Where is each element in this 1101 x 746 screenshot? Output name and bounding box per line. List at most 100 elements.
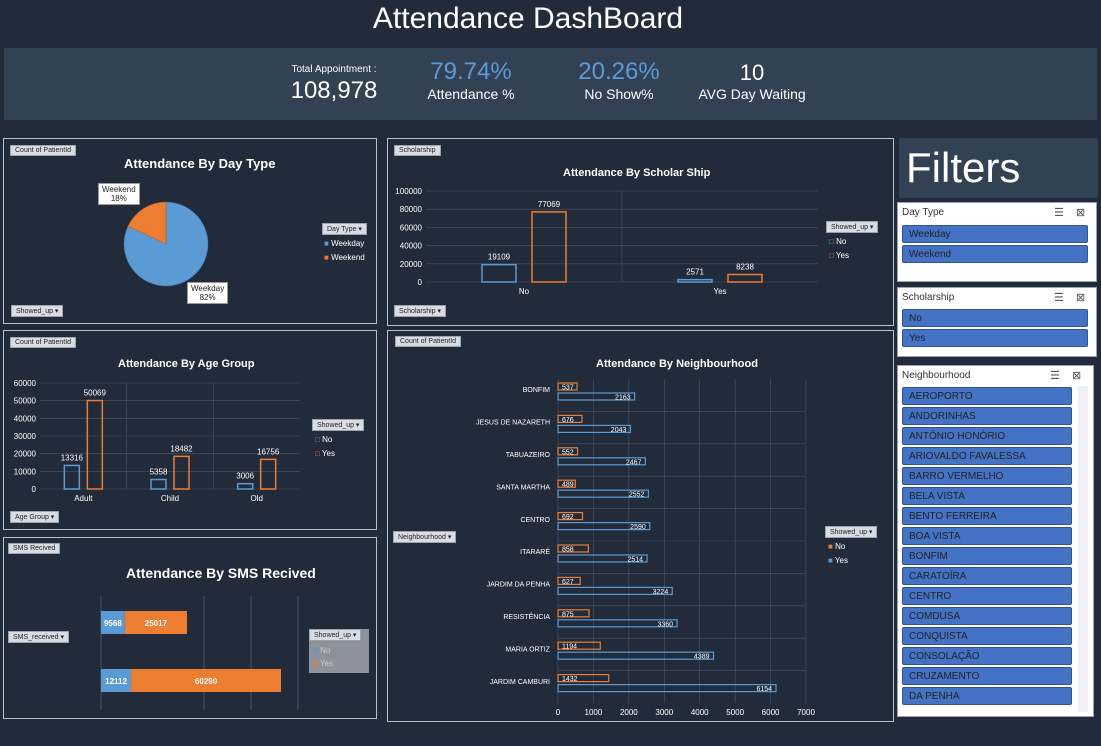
y-tick-label: SANTA MARTHA [496, 484, 550, 491]
data-label: 12112 [105, 677, 127, 686]
kpi-bar: Total Appointment : 108,978 79.74% Atten… [4, 48, 1097, 120]
x-tick-label: Child [161, 494, 179, 503]
legend-item-weekend: ■ Weekend [324, 253, 365, 262]
bar-no [557, 576, 581, 585]
x-tick-label: 3000 [655, 708, 673, 717]
day-type-legend-dropdown[interactable]: Day Type ▾ [322, 223, 367, 235]
slicer-item[interactable]: Weekend [902, 245, 1088, 263]
bar-no [677, 278, 713, 283]
slicer-item[interactable]: ANTÔNIO HONÓRIO [902, 427, 1072, 445]
slicer-item[interactable]: BELA VISTA [902, 487, 1072, 505]
data-label: 2571 [686, 268, 704, 277]
clear-filter-icon[interactable]: ⊠ [1076, 292, 1086, 304]
slicer-item[interactable]: COMDUSA [902, 607, 1072, 625]
pie-label-weekday: Weekday 82% [187, 282, 229, 304]
scholarship-legend-dropdown[interactable]: Showed_up ▾ [826, 221, 879, 233]
data-label: 2590 [630, 524, 646, 531]
data-label: 692 [562, 514, 574, 521]
bar-no [557, 544, 589, 553]
kpi-total-label: Total Appointment : [291, 64, 377, 75]
neigh-legend: ■ No ■ Yes [828, 542, 848, 565]
scholarship-axis-dropdown[interactable]: Scholarship ▾ [394, 305, 447, 317]
multi-select-icon[interactable]: ☰ [1054, 207, 1064, 219]
bar-yes [557, 554, 648, 563]
slicer-item[interactable]: CARATOÍRA [902, 567, 1072, 585]
slicer-item[interactable]: BOA VISTA [902, 527, 1072, 545]
legend-item-yes: □ Yes [315, 449, 335, 458]
age-axis-dropdown[interactable]: Age Group ▾ [10, 511, 60, 523]
slicer-item[interactable]: BONFIM [902, 547, 1072, 565]
data-label: 19109 [488, 253, 511, 262]
bar-yes [557, 586, 673, 595]
neigh-axis-dropdown[interactable]: Neighbourhood ▾ [393, 531, 457, 543]
kpi-total: Total Appointment : 108,978 [274, 64, 394, 105]
y-tick-label: 100000 [395, 187, 422, 196]
scholarship-field-tag[interactable]: Scholarship [394, 145, 441, 156]
data-label: 2467 [626, 459, 642, 466]
day-type-chart [123, 201, 209, 287]
x-tick-label: Old [250, 494, 262, 503]
clear-filter-icon[interactable]: ⊠ [1072, 370, 1082, 382]
legend-item-yes: ■ Yes [828, 556, 848, 565]
sms-axis-dropdown[interactable]: SMS_received ▾ [8, 631, 69, 643]
slicer-item[interactable]: BENTO FERREIRA [902, 507, 1072, 525]
clear-filter-icon[interactable]: ⊠ [1076, 207, 1086, 219]
sms-field-tag[interactable]: SMS Recived [8, 543, 61, 554]
slicer-item[interactable]: CONSOLAÇÃO [902, 647, 1072, 665]
bar-no [557, 674, 610, 683]
x-tick-label: 7000 [797, 708, 815, 717]
bar-no [557, 641, 601, 650]
slicer-item[interactable]: Weekday [902, 225, 1088, 243]
kpi-noshow: 20.26% No Show% [554, 58, 684, 102]
data-label: 3006 [236, 472, 254, 481]
slicer-item[interactable]: CONQUISTA [902, 627, 1072, 645]
kpi-attendance: 79.74% Attendance % [406, 58, 536, 102]
slicer-item[interactable]: CRUZAMENTO [902, 667, 1072, 685]
neigh-legend-dropdown[interactable]: Showed_up ▾ [825, 526, 878, 538]
data-label: 8238 [736, 263, 754, 272]
slicer-item[interactable]: AEROPORTO [902, 387, 1072, 405]
y-tick-label: 40000 [400, 242, 423, 251]
data-label: 25017 [145, 619, 168, 628]
x-tick-label: Adult [74, 494, 93, 503]
data-label: 5358 [150, 468, 168, 477]
kpi-wait-label: AVG Day Waiting [698, 86, 806, 102]
x-tick-label: 0 [556, 708, 561, 717]
data-label: 537 [562, 385, 574, 392]
slicer-item[interactable]: No [902, 309, 1088, 327]
x-tick-label: No [519, 287, 530, 296]
data-label: 552 [562, 449, 574, 456]
multi-select-icon[interactable]: ☰ [1050, 370, 1060, 382]
bar-yes [86, 399, 104, 490]
slicer-item[interactable]: Yes [902, 329, 1088, 347]
sms-legend-dropdown[interactable]: Showed_up ▾ [309, 629, 362, 641]
slicer-item[interactable]: BARRO VERMELHO [902, 467, 1072, 485]
kpi-total-value: 108,978 [290, 77, 378, 104]
multi-select-icon[interactable]: ☰ [1054, 292, 1064, 304]
bar-yes [259, 458, 277, 490]
pie-label-weekend: Weekend 18% [98, 183, 140, 205]
legend-item-yes: ■ Yes [313, 659, 333, 668]
y-tick-label: 20000 [14, 450, 37, 459]
slicer-item[interactable]: CENTRO [902, 587, 1072, 605]
slicer-item[interactable]: ARIOVALDO FAVALESSA [902, 447, 1072, 465]
age-axis-dropdown-label: Age Group [15, 514, 49, 521]
data-label: 60290 [195, 677, 218, 686]
filters-title: Filters [906, 144, 1021, 191]
data-label: 627 [562, 579, 574, 586]
neighbourhood-scrollbar[interactable] [1078, 386, 1088, 712]
neigh-field-tag[interactable]: Count of PatientId [395, 336, 462, 347]
sms-axis-dropdown-label: SMS_received [13, 634, 59, 641]
day-type-field-tag[interactable]: Count of PatientId [10, 145, 77, 156]
age-legend-dropdown[interactable]: Showed_up ▾ [312, 419, 365, 431]
slicer-item[interactable]: DA PENHA [902, 687, 1072, 705]
slicer-item[interactable]: ANDORINHAS [902, 407, 1072, 425]
age-field-tag[interactable]: Count of PatientId [10, 337, 77, 348]
day-type-slicer: Day Type ☰ ⊠ Weekday Weekend [897, 202, 1097, 282]
legend-label-no: No [836, 237, 847, 246]
legend-item-no: □ No [829, 237, 847, 246]
day-type-filter-dropdown[interactable]: Showed_up ▾ [11, 305, 64, 317]
y-tick-label: 50000 [14, 397, 37, 406]
day-type-slicer-header: Day Type [902, 207, 945, 218]
scholarship-chart: 0 20000 40000 60000 80000 100000 No 19109 77069 Y… [395, 187, 818, 296]
